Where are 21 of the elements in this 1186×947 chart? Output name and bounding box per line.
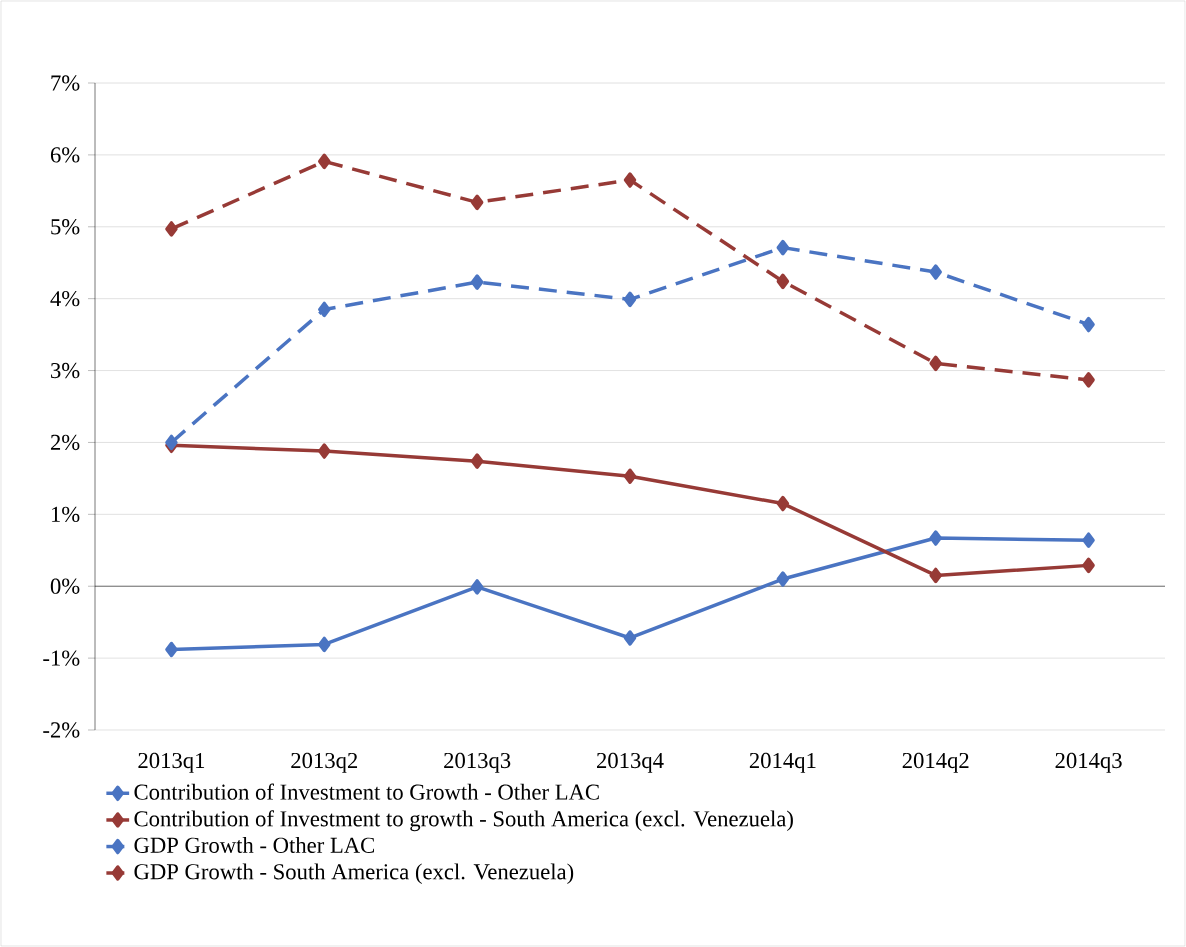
y-tick-label: 3% — [51, 362, 80, 379]
legend-label: GDP Growth - Other LAC — [134, 836, 375, 853]
y-tick-label: 4% — [50, 290, 80, 307]
x-tick-label: 2014q3 — [1055, 752, 1122, 773]
y-tick-label: -2% — [43, 722, 80, 738]
y-tick-label: 0% — [50, 578, 80, 594]
legend-label: Contribution of Investment to Growth - Other LAC — [134, 783, 599, 800]
legend-label: GDP Growth - South America (excl. Venezuela) — [134, 863, 574, 885]
legend-label: Contribution of Investment to growth - South America (excl. Venezuela) — [134, 810, 793, 832]
x-tick-label: 2014q2 — [902, 752, 969, 773]
x-tick-label: 2013q4 — [597, 752, 664, 773]
y-tick-label: 7% — [51, 75, 80, 91]
y-tick-label: 2% — [50, 434, 80, 451]
y-tick-label: 6% — [50, 147, 80, 163]
y-tick-label: 1% — [51, 506, 80, 523]
x-tick-label: 2013q3 — [444, 752, 511, 773]
x-tick-label: 2013q2 — [291, 752, 358, 773]
y-tick-label: 5% — [51, 219, 80, 235]
x-tick-label: 2013q1 — [138, 752, 205, 773]
x-tick-label: 2014q1 — [749, 752, 816, 773]
y-tick-label: -1% — [43, 650, 80, 666]
